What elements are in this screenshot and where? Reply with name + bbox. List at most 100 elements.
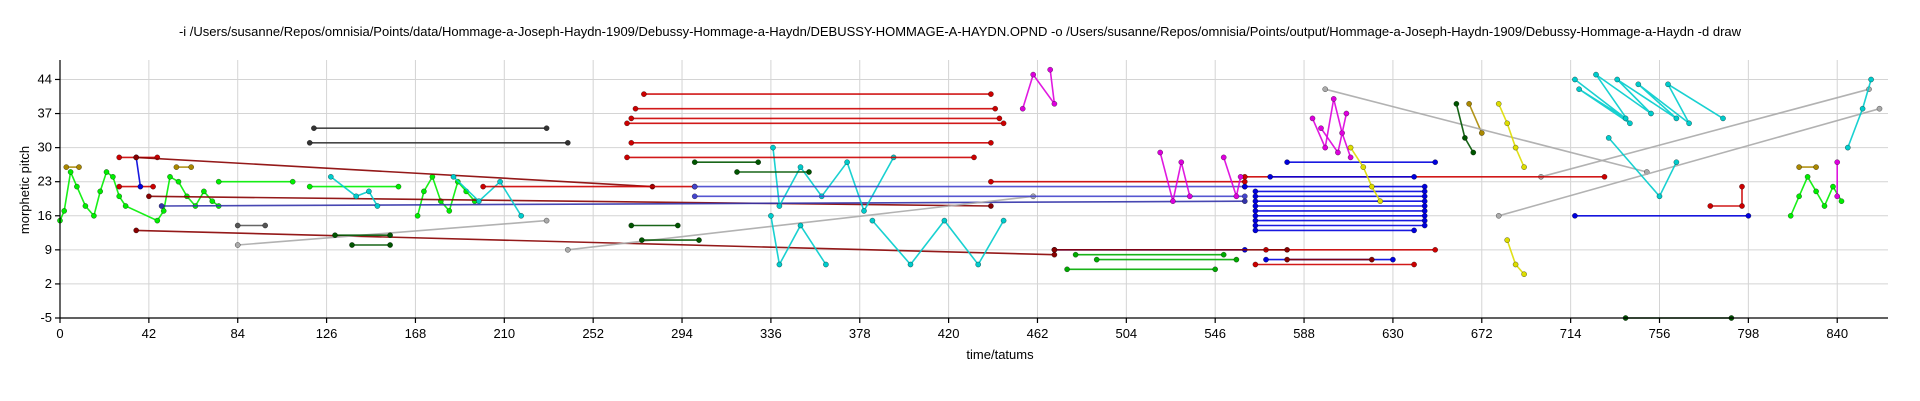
series-75-point-0 — [1834, 159, 1840, 165]
x-tick-label-11: 462 — [1027, 326, 1049, 341]
series-30-point-2 — [797, 164, 804, 170]
series-39-point-1 — [1000, 120, 1007, 127]
series-32-point-0 — [869, 217, 876, 224]
series-56-point-1 — [1411, 227, 1417, 234]
series-62 — [1263, 247, 1438, 253]
series-4-point-1 — [395, 183, 402, 190]
series-81-line — [1455, 103, 1474, 153]
series-18-point-1 — [543, 217, 550, 224]
series-23-point-0 — [234, 222, 241, 229]
series-69-point-0 — [1051, 247, 1058, 253]
series-15-point-0 — [158, 203, 165, 209]
axes: 0 42 84 126 168 210 252 294 336 378 420 462 504 546 58… — [38, 60, 1888, 341]
series-80-point-0 — [734, 169, 740, 175]
series-0-point-4 — [82, 203, 89, 209]
series-16 — [311, 125, 550, 131]
series-0-point-8 — [110, 174, 116, 180]
series-45 — [988, 178, 1248, 185]
x-tick-label-1: 42 — [142, 326, 156, 341]
series-8-line — [1468, 103, 1483, 134]
series-50 — [1252, 198, 1428, 204]
series-11-point-1 — [137, 183, 144, 190]
series-71-line — [1159, 152, 1191, 202]
series-76-point-0 — [1347, 144, 1354, 151]
series-38-point-0 — [628, 115, 635, 122]
series-25-point-0 — [349, 242, 355, 248]
series-70-point-1 — [1030, 71, 1036, 78]
series-51-point-1 — [1421, 203, 1428, 209]
series-8 — [1466, 101, 1485, 136]
series-29-point-1 — [476, 198, 482, 204]
series-43 — [691, 183, 1248, 190]
y-tick-label-0: -5 — [40, 310, 52, 325]
series-30-point-0 — [770, 144, 776, 151]
series-3-point-0 — [215, 178, 222, 185]
series-0-point-13 — [167, 174, 173, 180]
series-44-point-0 — [691, 193, 698, 200]
series-13-point-1 — [1051, 251, 1058, 258]
series-55 — [1252, 222, 1428, 229]
series-24-point-0 — [332, 232, 338, 238]
series-16-point-0 — [311, 125, 317, 131]
series-68-point-1 — [1369, 256, 1375, 263]
series-2-point-3 — [1813, 188, 1819, 195]
series-24 — [332, 232, 393, 238]
series-57 — [1284, 159, 1438, 165]
series-14-point-0 — [146, 193, 152, 200]
series-50-point-1 — [1421, 198, 1428, 204]
series-41 — [624, 154, 977, 161]
series-54-point-0 — [1252, 217, 1259, 224]
series-18-point-0 — [234, 242, 241, 248]
series-49-point-1 — [1421, 193, 1428, 200]
series-33-point-7 — [1673, 115, 1680, 122]
series-76-point-3 — [1377, 198, 1383, 204]
series-40-point-0 — [628, 140, 635, 146]
series-32 — [869, 217, 1007, 268]
series-33-point-5 — [1648, 110, 1654, 117]
series-29 — [450, 174, 524, 219]
series-33 — [1572, 71, 1726, 127]
series-32-point-1 — [907, 261, 914, 268]
series-71-point-1 — [1170, 198, 1176, 204]
x-tick-label-15: 630 — [1382, 326, 1404, 341]
series-5 — [63, 164, 82, 170]
series-70-point-0 — [1019, 105, 1026, 112]
series-2-point-4 — [1821, 203, 1828, 209]
series-8-point-1 — [1479, 130, 1485, 136]
series-40 — [628, 140, 994, 146]
series-7-point-0 — [1796, 164, 1802, 170]
series-73-point-1 — [1322, 144, 1328, 151]
series-30-point-5 — [861, 208, 867, 214]
x-tick-label-16: 672 — [1471, 326, 1493, 341]
series-38 — [628, 115, 1003, 122]
series-47-point-1 — [1421, 183, 1428, 190]
x-tick-label-6: 252 — [582, 326, 604, 341]
y-tick-label-2: 9 — [45, 242, 52, 257]
series-24-point-1 — [387, 232, 393, 238]
series-63-point-1 — [1411, 261, 1417, 268]
series-61 — [1572, 213, 1752, 219]
series-17-point-1 — [565, 140, 571, 146]
series-76-point-1 — [1360, 164, 1367, 170]
series-52 — [1252, 208, 1428, 214]
series-62-point-1 — [1432, 247, 1438, 253]
series-68-point-0 — [1284, 256, 1290, 263]
series-35 — [1845, 76, 1874, 151]
series-61-point-1 — [1745, 213, 1752, 219]
series-36-point-0 — [641, 91, 647, 97]
series-11 — [133, 154, 144, 190]
x-tick-label-4: 168 — [405, 326, 427, 341]
x-tick-label-19: 798 — [1738, 326, 1760, 341]
series-34-line — [1608, 137, 1678, 198]
series-71-point-3 — [1187, 193, 1193, 200]
series-76 — [1347, 144, 1383, 204]
series-49 — [1252, 193, 1428, 200]
series-12-point-0 — [133, 154, 139, 161]
series-44-point-1 — [1242, 193, 1248, 200]
series-78-line — [1506, 239, 1525, 275]
x-tick-label-18: 756 — [1649, 326, 1671, 341]
series-0-point-7 — [103, 169, 110, 175]
series-67 — [1093, 256, 1240, 263]
series-56 — [1252, 227, 1417, 234]
